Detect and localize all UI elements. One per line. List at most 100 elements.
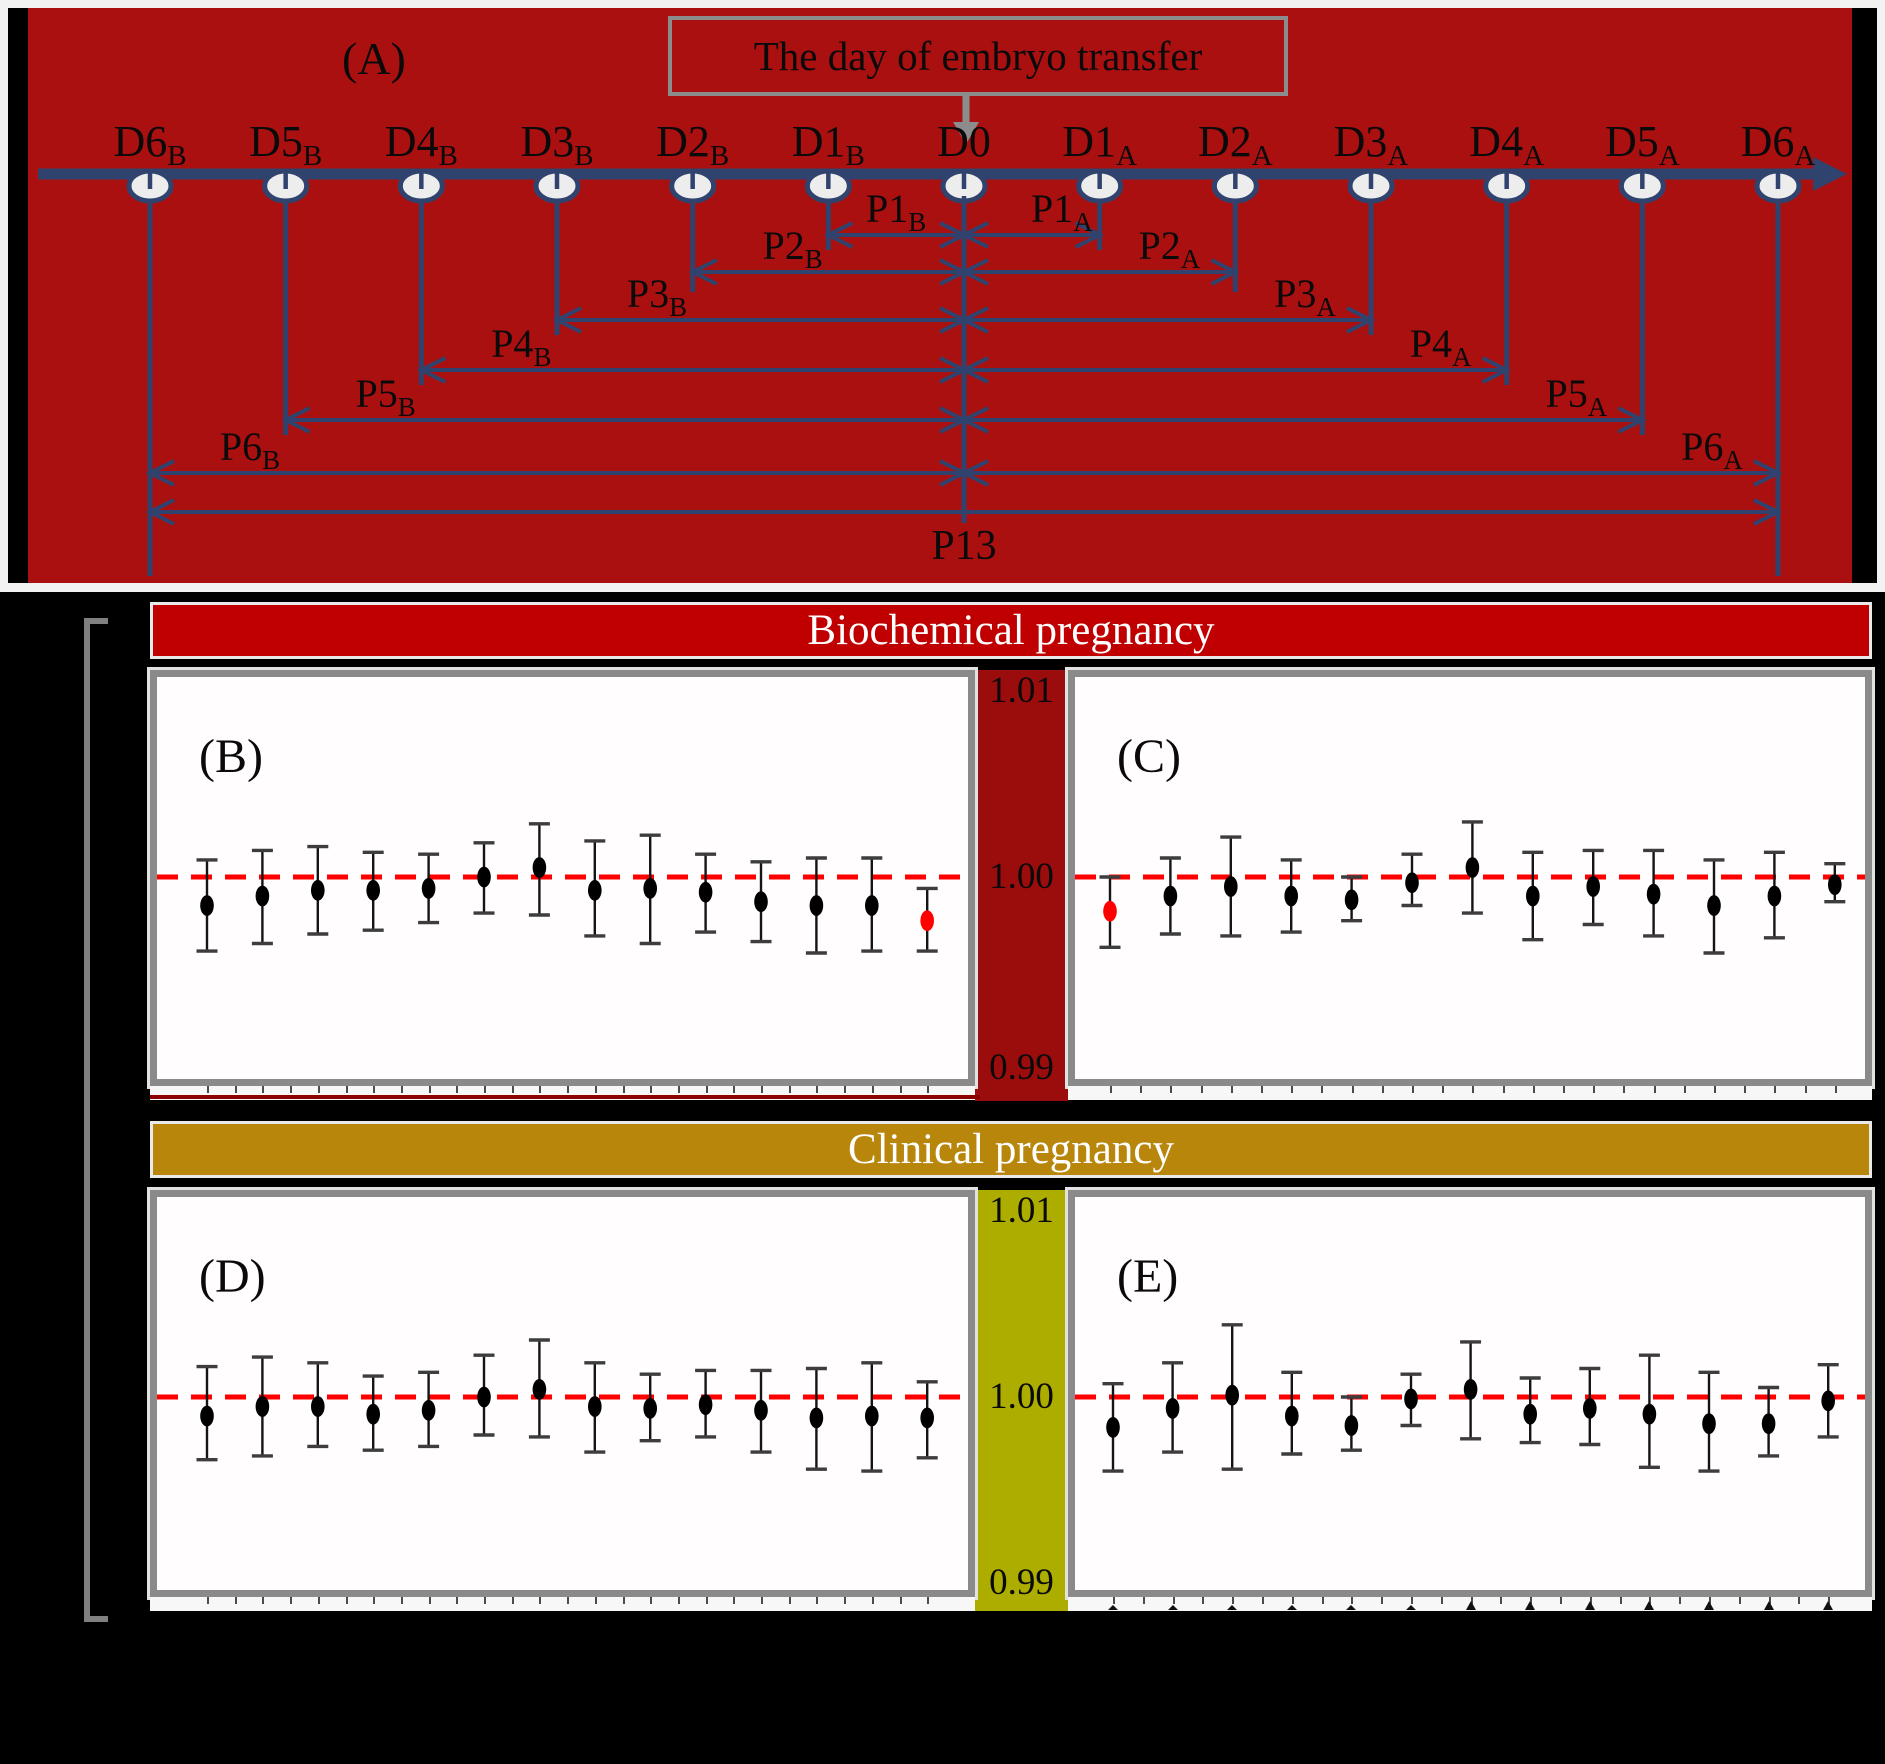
day-label: D0 [937, 117, 991, 166]
minor-tick [1442, 1086, 1445, 1093]
axis-tick-100: 1.00 [989, 856, 1054, 897]
minor-tick [622, 1086, 625, 1093]
cropped-x-label-glyph [1763, 1601, 1774, 1610]
minor-tick [816, 1597, 819, 1604]
panel-c-label: (C) [1117, 730, 1181, 783]
cropped-x-label-glyph [1525, 1601, 1536, 1610]
axis-tick-099: 0.99 [989, 1562, 1054, 1603]
interval-label: P3B [627, 271, 687, 322]
minor-tick [1593, 1086, 1596, 1093]
minor-tick [456, 1597, 459, 1604]
data-point [1821, 1390, 1835, 1412]
arrowhead-icon [959, 221, 989, 249]
panel-d-label: (D) [199, 1250, 266, 1303]
axis-tick-099: 0.99 [989, 1047, 1054, 1088]
minor-tick [1500, 1597, 1503, 1604]
arrowhead-icon [552, 306, 582, 334]
panel-c-plot: (C) [1068, 670, 1872, 1086]
minor-tick [1738, 1597, 1741, 1604]
minor-tick [1262, 1597, 1264, 1604]
data-point [809, 895, 824, 916]
interval-label: P2B [763, 223, 823, 274]
clinical-header-text: Clinical pregnancy [848, 1126, 1174, 1173]
data-point [643, 878, 657, 899]
data-point [1646, 883, 1661, 905]
minor-tick [317, 1086, 320, 1093]
minor-tick [1291, 1086, 1294, 1093]
axis-tick-101: 1.01 [989, 670, 1054, 711]
minor-tick [373, 1597, 376, 1604]
minor-tick [1472, 1086, 1475, 1093]
day-label: D2A [1198, 117, 1273, 172]
arrowhead-icon [1346, 306, 1376, 334]
minor-tick [428, 1086, 431, 1093]
arrowhead-icon [1753, 459, 1783, 487]
biochemical-header-band: Biochemical pregnancy [150, 602, 1872, 659]
data-point [1165, 1398, 1180, 1419]
interval-label: P2A [1138, 223, 1200, 274]
page-margin-below-a [0, 583, 1885, 592]
minor-tick [1560, 1597, 1562, 1604]
day-label: D1A [1062, 117, 1137, 172]
data-point [532, 1379, 547, 1400]
cropped-x-label-glyph [1823, 1601, 1834, 1610]
minor-tick [290, 1597, 293, 1604]
minor-tick [733, 1086, 736, 1093]
data-point [1463, 1379, 1478, 1400]
minor-tick [650, 1597, 653, 1604]
interval-label: P4B [491, 321, 551, 372]
left-bracket-bottom-stub [84, 1616, 108, 1622]
data-point [255, 885, 270, 907]
data-point [809, 1407, 824, 1429]
minor-tick [1170, 1086, 1173, 1093]
timeline-arrowhead-icon [1813, 157, 1847, 191]
day-label: D4B [385, 117, 458, 172]
minor-tick [1623, 1086, 1626, 1093]
data-point [698, 1394, 713, 1415]
minor-tick [733, 1597, 736, 1604]
data-point [1523, 1403, 1537, 1425]
data-point [366, 879, 380, 901]
minor-tick [539, 1597, 542, 1604]
minor-tick [1834, 1086, 1837, 1093]
minor-tick [1412, 1086, 1414, 1093]
day-label: D6A [1741, 117, 1816, 172]
interval-label: P4A [1410, 321, 1472, 372]
minor-tick [622, 1597, 625, 1604]
left-bracket-top-stub [84, 618, 108, 624]
data-point [477, 866, 491, 888]
cropped-x-label-glyph [1346, 1605, 1357, 1610]
axis-tick-101: 1.01 [989, 1190, 1054, 1231]
data-point [1103, 900, 1117, 922]
data-point [865, 895, 879, 916]
data-point [1163, 885, 1178, 907]
day-label: D3A [1334, 117, 1409, 172]
minor-tick [1381, 1086, 1384, 1093]
cropped-x-label-glyph [1286, 1605, 1297, 1610]
minor-tick [761, 1597, 763, 1604]
data-point [1344, 1415, 1359, 1436]
minor-tick [400, 1086, 403, 1093]
minor-tick [1470, 1597, 1473, 1604]
minor-tick [1774, 1086, 1777, 1093]
day-label: D4A [1469, 117, 1544, 172]
minor-tick [927, 1597, 930, 1604]
data-point [1702, 1413, 1716, 1434]
data-point [421, 1399, 436, 1421]
data-point [1642, 1403, 1657, 1425]
arrowhead-icon [281, 406, 311, 434]
day-label: D2B [656, 117, 729, 172]
clinical-header-band: Clinical pregnancy [150, 1121, 1872, 1178]
cropped-x-label-glyph [1584, 1601, 1595, 1610]
data-point [1767, 885, 1782, 907]
minor-tick [761, 1086, 763, 1093]
day-label: D3B [520, 117, 593, 172]
minor-tick [594, 1086, 597, 1093]
minor-tick [677, 1086, 680, 1093]
cropped-x-label-glyph [1108, 1605, 1118, 1610]
minor-tick [1113, 1597, 1115, 1604]
minor-tick [511, 1086, 514, 1093]
data-point [421, 878, 436, 899]
minor-tick [1653, 1086, 1656, 1093]
